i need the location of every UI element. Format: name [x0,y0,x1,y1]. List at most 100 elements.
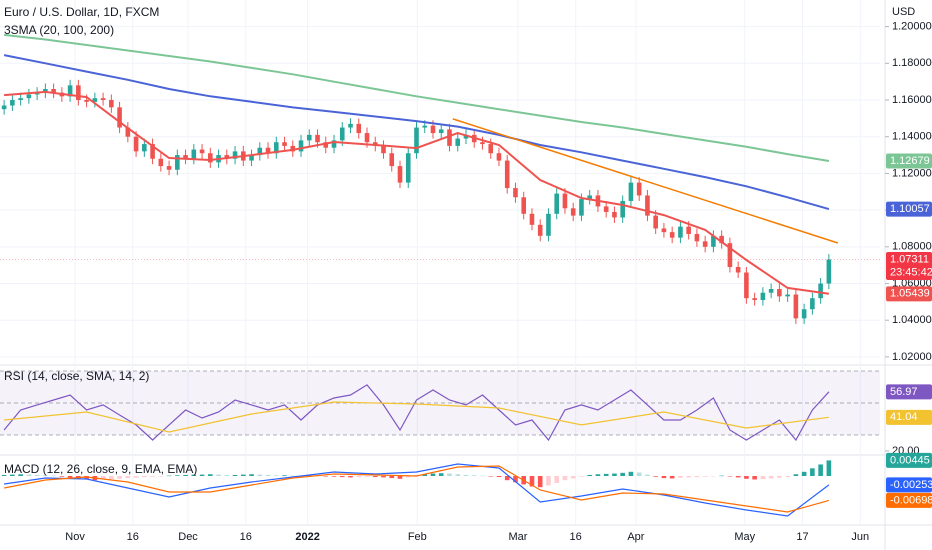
x-tick-label: Nov [65,531,85,543]
candle-body [273,142,279,154]
x-tick-label: Jun [851,531,869,543]
histogram-bar [331,476,337,477]
histogram-bar [752,476,757,480]
candle-body [504,160,510,189]
histogram-bar [166,475,172,477]
histogram-bar [587,474,592,476]
price-badge-label: -0.00253 [890,479,932,491]
histogram-bar [100,476,106,480]
candle-body [752,298,757,301]
indicator-label: RSI (14, close, SMA, 14, 2) [4,369,149,383]
candle-body [818,283,823,299]
candle-body [735,267,741,273]
histogram-bar [686,476,691,478]
candle-body [67,85,73,97]
histogram-bar [735,476,741,478]
price-badge [886,384,932,400]
price-badge [886,201,932,217]
y-tick-label: 1.04000 [892,314,932,326]
histogram-bar [620,472,625,476]
candle-body [529,213,535,225]
x-tick-label: 2022 [295,531,319,543]
candle-body [455,138,461,146]
histogram-bar [323,476,329,477]
price-badge-label: 1.12679 [890,155,930,167]
candle-body [158,158,164,167]
y-tick-label: 1.16000 [892,94,932,106]
candle-body [678,226,683,238]
price-badge [886,477,932,493]
histogram-bar [364,476,370,477]
sma-line [3,33,830,162]
candle-body [125,127,131,137]
histogram-bar [744,476,749,479]
candle-body [84,100,89,102]
chart-title: Euro / U.S. Dollar, 1D, FXCM [4,5,159,19]
x-tick-label: 16 [127,531,139,543]
candle-body [265,147,271,154]
candle-body [546,213,551,236]
macd-line [3,465,830,513]
candle-body [249,155,254,161]
candle-body [537,224,543,236]
candle-body [612,211,617,218]
candle-body [166,166,172,170]
histogram-bar [669,476,675,479]
candle-body [290,145,296,152]
histogram-bar [760,476,766,480]
candle-body [356,123,362,134]
candle-body [34,92,40,95]
x-tick-label: 16 [240,531,252,543]
histogram-bar [175,475,180,476]
histogram-bar [389,476,395,479]
price-badge [886,251,932,280]
candle-body [397,166,403,183]
histogram-bar [810,468,815,476]
candle-body [711,235,716,247]
histogram-bar [537,476,543,488]
candle-body [480,142,485,145]
histogram-bar [232,474,238,476]
candle-body [100,98,106,101]
histogram-bar [702,476,708,477]
candle-body [43,89,48,93]
histogram-bar [372,476,378,478]
histogram-bar [785,476,790,478]
price-badge-label: 56.97 [890,386,918,398]
histogram-bar [117,476,122,479]
y-tick-label: 1.18000 [892,57,932,69]
candle-body [109,100,114,108]
histogram-bar [142,476,147,478]
candle-body [339,127,345,141]
histogram-bar [455,474,461,476]
candle-body [628,182,634,201]
candle-body [1,105,7,110]
price-badge [886,492,932,508]
candle-body [719,235,724,244]
candle-body [26,94,32,99]
histogram-bar [216,474,221,476]
candle-body [257,147,263,156]
text-layer: Nov 16 Dec 16 2022 Feb Mar 16 Apr May 17 Jun 1.02000… [4,5,932,543]
candle-body [793,294,799,319]
histogram-bar [727,476,733,477]
histogram-bar [405,476,411,478]
candle-body [727,243,733,268]
histogram-bar [26,474,32,476]
histogram-bar [397,476,403,479]
candle-body [183,155,188,159]
candle-body [686,226,691,234]
candle-body [232,151,238,159]
histogram-bar [348,476,353,478]
y-tick-label: 1.02000 [892,351,932,363]
candle-body [175,155,180,170]
histogram-bar [562,476,568,481]
candle-body [777,289,782,297]
histogram-bar [768,476,774,479]
histogram-bar [818,464,823,476]
histogram-bar [661,476,667,479]
unit-label: USD [892,6,915,18]
candle-body [306,134,312,141]
histogram-bar [504,476,510,481]
